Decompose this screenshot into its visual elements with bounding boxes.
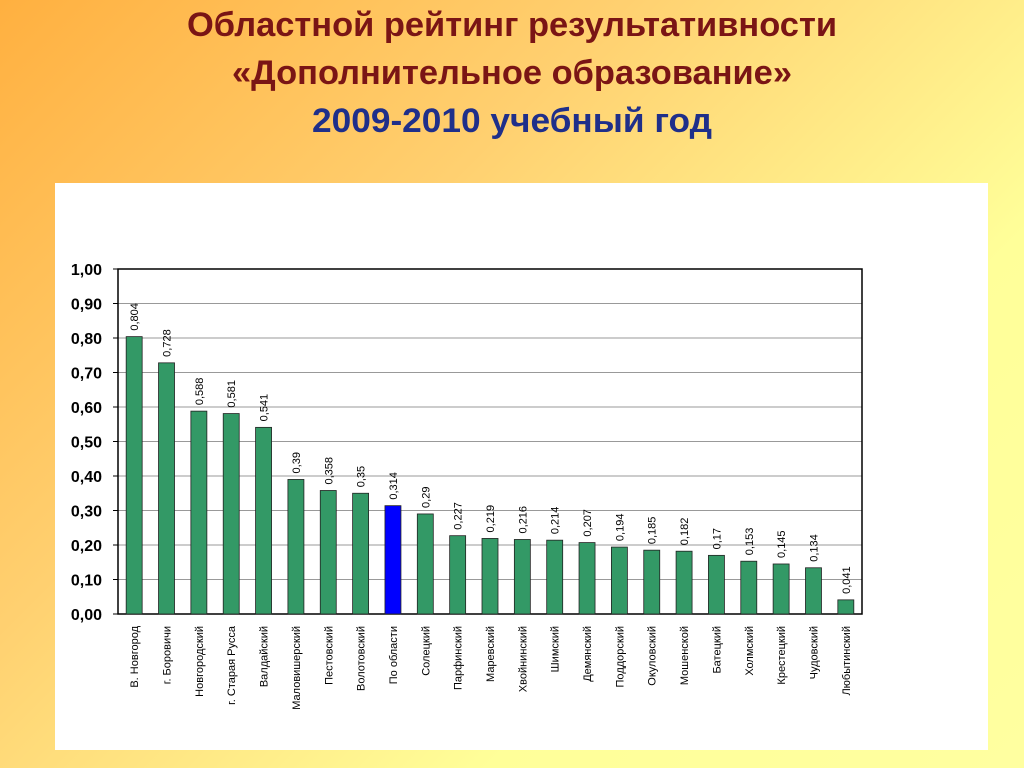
- y-tick-label: 0,20: [71, 538, 102, 555]
- x-tick-label: Мошенской: [679, 626, 691, 685]
- value-label: 0,17: [711, 528, 723, 549]
- x-tick-label: Маревский: [485, 626, 497, 682]
- x-tick-label: Хвойнинский: [517, 626, 529, 692]
- x-tick-label: В. Новгород: [129, 625, 141, 687]
- y-tick-label: 1,00: [71, 262, 102, 279]
- bar: [513, 539, 531, 615]
- title-line: Областной рейтинг результативности: [187, 6, 837, 44]
- x-tick-label: Солецкий: [420, 626, 432, 676]
- x-tick-label: Волотовский: [356, 626, 368, 691]
- value-label: 0,581: [226, 380, 238, 408]
- bar: [158, 362, 175, 615]
- y-tick-label: 0,70: [71, 366, 102, 383]
- x-tick-label: г. Старая Русса: [226, 625, 238, 705]
- bar: [740, 560, 758, 615]
- x-tick-label: По области: [388, 626, 400, 684]
- value-label: 0,214: [550, 507, 562, 535]
- y-tick-label: 0,40: [71, 469, 102, 486]
- bar: [125, 336, 143, 615]
- x-tick-label: Демянский: [582, 626, 594, 682]
- value-label: 0,216: [517, 506, 529, 534]
- title-line: «Дополнительное образование»: [232, 54, 792, 92]
- y-tick-label: 0,90: [71, 297, 102, 314]
- x-tick-label: Новгородский: [194, 626, 206, 697]
- value-label: 0,207: [582, 509, 594, 537]
- y-tick-label: 0,80: [71, 331, 102, 348]
- value-label: 0,804: [129, 303, 141, 331]
- chart-panel: [55, 183, 988, 750]
- x-tick-label: Чудовский: [808, 626, 820, 679]
- y-tick-label: 0,60: [71, 400, 102, 417]
- x-tick-label: Валдайский: [259, 626, 271, 687]
- y-tick-label: 0,50: [71, 435, 102, 452]
- value-label: 0,39: [291, 452, 303, 473]
- x-tick-label: Пестовский: [323, 626, 335, 685]
- bar: [287, 479, 305, 615]
- bar: [222, 413, 240, 615]
- bar: [675, 550, 693, 615]
- bar: [481, 538, 499, 615]
- value-label: 0,35: [356, 466, 368, 487]
- bar: [384, 505, 402, 615]
- value-label: 0,314: [388, 472, 400, 500]
- x-tick-label: Поддорский: [614, 626, 626, 687]
- bar: [416, 513, 434, 615]
- x-tick-label: Парфинский: [453, 626, 465, 690]
- bar: [352, 492, 370, 615]
- bar: [190, 410, 208, 615]
- x-tick-label: Окуловский: [647, 626, 659, 686]
- value-label: 0,041: [841, 566, 853, 594]
- value-label: 0,182: [679, 518, 691, 546]
- value-label: 0,219: [485, 505, 497, 533]
- value-label: 0,153: [744, 528, 756, 556]
- bar: [805, 567, 822, 615]
- y-tick-label: 0,30: [71, 504, 102, 521]
- x-tick-label: Маловишерский: [291, 626, 303, 710]
- x-tick-label: Холмский: [744, 626, 756, 676]
- x-tick-label: Шимский: [550, 626, 562, 672]
- y-tick-label: 0,10: [71, 573, 102, 590]
- bar: [255, 426, 272, 615]
- value-label: 0,134: [808, 534, 820, 562]
- bar: [319, 490, 337, 615]
- value-label: 0,358: [323, 457, 335, 485]
- bar: [772, 563, 790, 615]
- x-tick-label: Батецкий: [711, 626, 723, 674]
- y-tick-label: 0,00: [71, 607, 102, 624]
- bar: [546, 539, 564, 615]
- bar: [837, 599, 855, 615]
- value-label: 0,185: [647, 517, 659, 545]
- value-label: 0,541: [259, 394, 271, 422]
- value-label: 0,227: [453, 502, 465, 530]
- value-label: 0,194: [614, 514, 626, 542]
- value-label: 0,728: [162, 329, 174, 357]
- x-tick-label: г. Боровичи: [162, 626, 174, 684]
- bar: [610, 546, 628, 615]
- value-label: 0,588: [194, 378, 206, 406]
- value-label: 0,145: [776, 530, 788, 558]
- bar: [708, 554, 725, 615]
- x-tick-label: Любытинский: [841, 626, 853, 696]
- value-label: 0,29: [420, 487, 432, 508]
- x-tick-label: Крестецкий: [776, 626, 788, 685]
- bar: [578, 542, 596, 615]
- bar: [449, 535, 467, 615]
- bar: [643, 549, 661, 615]
- title-line: 2009-2010 учебный год: [312, 102, 712, 140]
